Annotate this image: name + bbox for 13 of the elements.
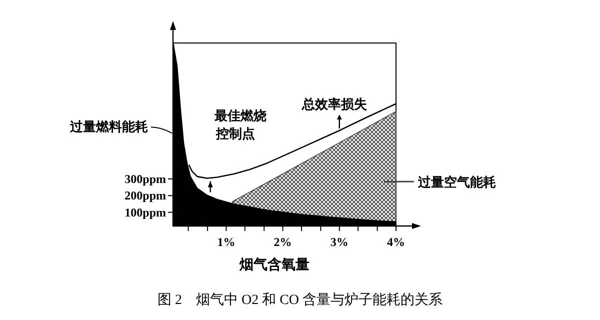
x-tick-label: 4% bbox=[387, 235, 405, 249]
series-label: 过量空气能耗 bbox=[417, 174, 496, 190]
y-tick-label: 200ppm bbox=[124, 188, 166, 203]
caption: 图 2 烟气中 O2 和 CO 含量与炉子能耗的关系 bbox=[157, 292, 443, 308]
x-tick-label: 2% bbox=[274, 235, 292, 249]
x-tick-label: 3% bbox=[330, 235, 348, 249]
x-tick-label: 1% bbox=[217, 235, 236, 249]
series-label: 过量燃料能耗 bbox=[69, 119, 148, 134]
annotation: 最佳燃烧控制点 bbox=[213, 108, 266, 142]
y-tick-label: 300ppm bbox=[124, 172, 166, 186]
y-tick-label: 100ppm bbox=[124, 205, 166, 220]
series-label: 总效率损失 bbox=[300, 96, 368, 112]
x-axis-title: 烟气含氧量 bbox=[238, 257, 310, 273]
